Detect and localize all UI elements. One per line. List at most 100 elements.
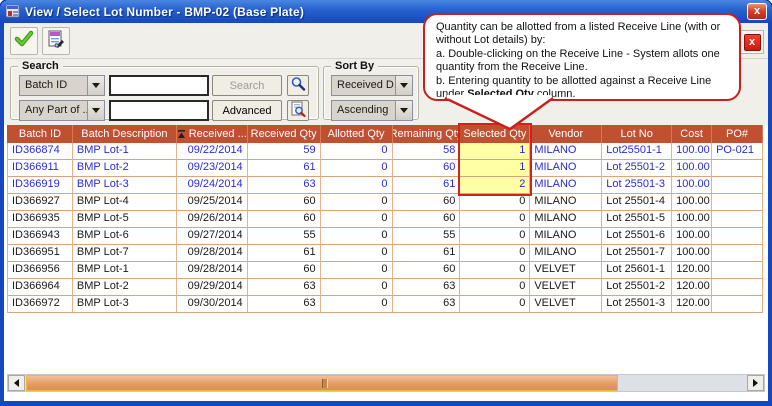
callout-line-1: Quantity can be allotted from a listed R… [436,21,721,47]
column-header-label: Received Qty [250,128,317,140]
cell: PO-021 [712,143,764,160]
table-row[interactable]: ID366874 BMP Lot-1 09/22/2014 59 0 58 1 MILANO L… [7,143,764,160]
search-field-value: Batch ID [25,79,68,91]
column-header-received[interactable]: Received ... [177,125,248,143]
sort-order-select[interactable]: Ascending [331,100,413,121]
column-header-received-qty[interactable]: Received Qty [248,125,321,143]
sort-group-label: Sort By [331,60,379,72]
cell [712,279,764,296]
cell: 58 [392,143,461,160]
cell: BMP Lot-2 [72,279,177,296]
column-header-lot-no[interactable]: Lot No [602,125,673,143]
cell: 63 [247,296,321,313]
cell: Lot 25501-2 [602,160,673,177]
cell: 63 [392,279,461,296]
cell: Lot 25501-6 [602,228,673,245]
search-input[interactable] [109,75,209,96]
column-header-remaining-qty[interactable]: Remaining Qty [393,125,461,143]
selected-qty-cell[interactable]: 1 [460,143,531,160]
cell: 0 [320,262,393,279]
cell: BMP Lot-3 [72,296,177,313]
cell: 09/22/2014 [176,143,248,160]
cell: Lot 25501-3 [602,177,673,194]
cell: 55 [247,228,321,245]
scroll-left-arrow[interactable] [8,375,25,391]
cell: 09/27/2014 [176,228,248,245]
column-header-vendor[interactable]: Vendor [530,125,603,143]
cell: 120.00 [672,262,713,279]
search-scope-select[interactable]: Any Part of ... [19,100,105,121]
cell: ID366935 [8,211,73,228]
cell: BMP Lot-6 [72,228,177,245]
cell: Lot 25501-2 [602,279,673,296]
sort-field-value: Received D... [337,79,395,91]
report-preview-button[interactable] [42,27,70,55]
search-scope-value: Any Part of ... [25,104,87,116]
selected-qty-cell[interactable]: 1 [460,160,531,177]
column-header-label: Remaining Qty [392,128,461,140]
column-header-label: PO# [726,128,749,140]
window-content: x Search Batch ID Search [4,23,768,401]
column-header-allotted-qty[interactable]: Allotted Qty [321,125,393,143]
callout-line-2: a. Double-clicking on the Receive Line -… [436,47,720,74]
table-row[interactable]: ID366911 BMP Lot-2 09/23/2014 61 0 60 1 MILANO L… [7,160,764,177]
cell: VELVET [530,296,603,313]
cell: BMP Lot-1 [72,262,177,279]
search-magnifier-button[interactable] [287,75,309,96]
cell: MILANO [530,228,603,245]
table-row[interactable]: ID366964 BMP Lot-2 09/29/2014 63 0 63 0 VELVET L… [7,279,764,296]
table-row[interactable]: ID366951 BMP Lot-7 09/28/2014 61 0 61 0 MILANO L… [7,245,764,262]
cell: 0 [320,211,393,228]
cell: 61 [247,160,321,177]
cell: 60 [247,194,321,211]
accept-button[interactable] [10,27,38,55]
sort-field-select[interactable]: Received D... [331,75,413,96]
column-header-po[interactable]: PO# [712,125,764,143]
table-row[interactable]: ID366972 BMP Lot-3 09/30/2014 63 0 63 0 VELVET L… [7,296,764,313]
column-header-batch-id[interactable]: Batch ID [8,125,73,143]
cell: 0 [320,296,393,313]
red-x-icon: x [743,33,761,51]
cell: MILANO [530,245,603,262]
search-input-2[interactable] [109,100,209,121]
cell [712,245,764,262]
cell: ID366874 [8,143,73,160]
callout-line-3: b. Entering quantity to be allotted agai… [436,74,712,101]
advanced-magnifier-icon [290,101,306,122]
search-button[interactable]: Search [212,75,282,96]
cell: 0 [460,279,531,296]
form-close-button[interactable]: x [740,30,764,54]
column-header-label: Received ... [188,128,247,140]
scroll-right-arrow[interactable] [747,375,764,391]
column-header-cost[interactable]: Cost [672,125,713,143]
cell: 63 [392,296,461,313]
table-row[interactable]: ID366943 BMP Lot-6 09/27/2014 55 0 55 0 MILANO L… [7,228,764,245]
column-header-batch-description[interactable]: Batch Description [73,125,177,143]
cell: 60 [247,211,321,228]
titlebar-close-button[interactable]: x [747,3,767,20]
cell [712,211,764,228]
cell: BMP Lot-3 [72,177,177,194]
scrollbar-thumb[interactable] [26,375,618,391]
advanced-search-button[interactable] [287,100,309,121]
search-field-select[interactable]: Batch ID [19,75,105,96]
cell: 0 [320,245,393,262]
help-callout: Quantity can be allotted from a listed R… [423,13,741,101]
selected-qty-cell[interactable]: 2 [460,177,531,194]
column-header-selected-qty[interactable]: Selected Qty [460,125,531,143]
lots-table: Batch ID Batch Description Received ... Rec… [7,125,764,313]
table-row[interactable]: ID366956 BMP Lot-1 09/28/2014 60 0 60 0 VELVET L… [7,262,764,279]
table-row[interactable]: ID366935 BMP Lot-5 09/26/2014 60 0 60 0 MILANO L… [7,211,764,228]
advanced-button[interactable]: Advanced [212,100,282,121]
horizontal-scrollbar[interactable] [7,374,765,392]
cell [712,194,764,211]
cell: 0 [460,228,531,245]
search-group: Search Batch ID Search Any [10,60,319,121]
cell: 09/26/2014 [176,211,248,228]
cell: 100.00 [672,211,713,228]
table-row[interactable]: ID366927 BMP Lot-4 09/25/2014 60 0 60 0 MILANO L… [7,194,764,211]
chevron-down-icon [87,101,104,120]
cell: MILANO [530,211,603,228]
cell: 63 [247,177,321,194]
table-row[interactable]: ID366919 BMP Lot-3 09/24/2014 63 0 61 2 MILANO L… [7,177,764,194]
